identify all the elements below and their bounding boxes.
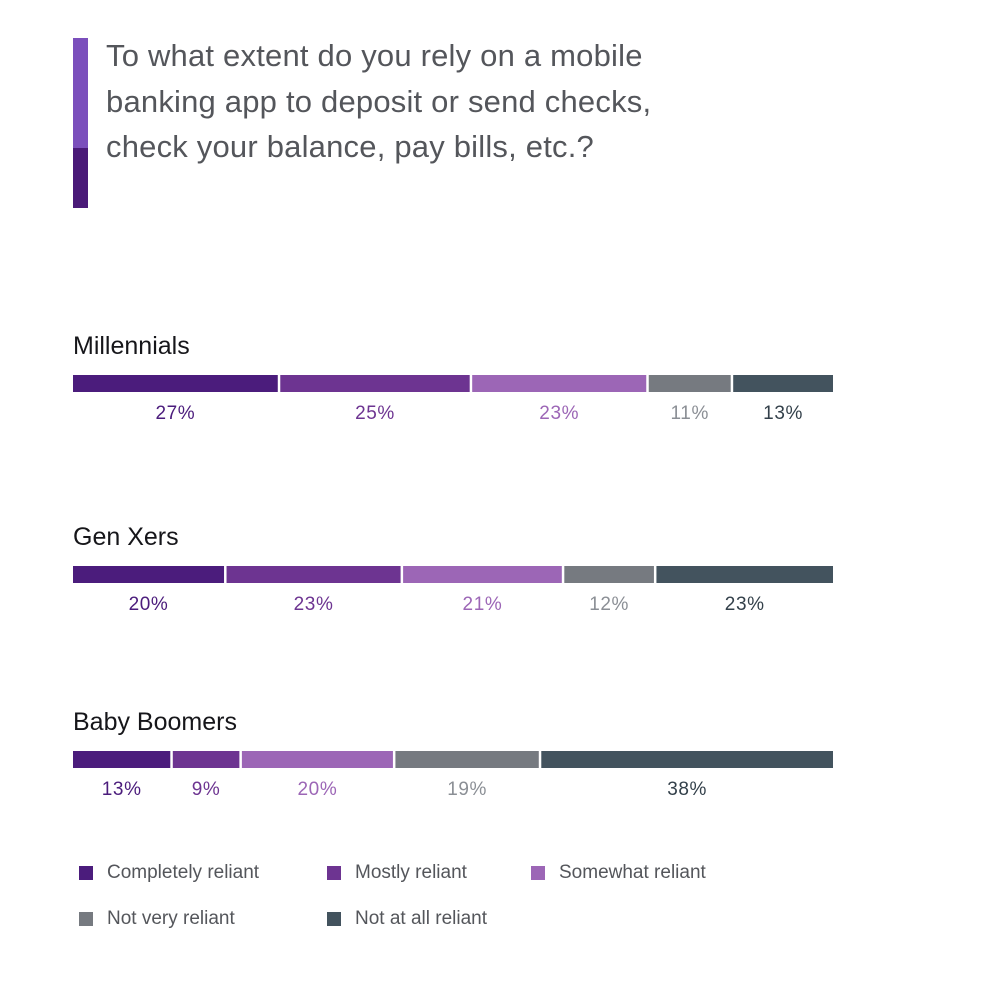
value-label-gen-xers-not-very-reliant: 12% xyxy=(589,594,629,615)
bar-segment-baby-boomers-not-very-reliant xyxy=(395,751,539,768)
bar-segment-gen-xers-completely-reliant xyxy=(73,566,225,583)
bar-segment-baby-boomers-completely-reliant xyxy=(73,751,171,768)
legend-item-not-very-reliant: Not very reliant xyxy=(79,908,235,930)
value-label-millennials-somewhat-reliant: 23% xyxy=(539,403,579,424)
group-label-gen-xers: Gen Xers xyxy=(73,523,179,551)
value-label-baby-boomers-not-at-all-reliant: 38% xyxy=(667,779,707,800)
accent-bar-top xyxy=(73,38,88,148)
legend-label: Somewhat reliant xyxy=(559,862,706,883)
value-label-baby-boomers-completely-reliant: 13% xyxy=(102,779,142,800)
bar-segment-baby-boomers-somewhat-reliant xyxy=(241,751,393,768)
legend-label: Not very reliant xyxy=(107,908,235,929)
value-label-baby-boomers-not-very-reliant: 19% xyxy=(447,779,487,800)
bar-segment-millennials-mostly-reliant xyxy=(280,375,470,392)
legend-label: Completely reliant xyxy=(107,862,260,883)
value-label-gen-xers-somewhat-reliant: 21% xyxy=(463,594,503,615)
title-accent-bar xyxy=(73,38,88,208)
value-label-millennials-mostly-reliant: 25% xyxy=(355,403,395,424)
legend-label: Mostly reliant xyxy=(355,862,467,883)
legend-item-not-at-all-reliant: Not at all reliant xyxy=(327,908,487,930)
chart-title: To what extent do you rely on a mobile b… xyxy=(106,38,652,164)
legend-swatch xyxy=(327,866,341,880)
legend-item-mostly-reliant: Mostly reliant xyxy=(327,862,467,884)
legend-label: Not at all reliant xyxy=(355,908,488,929)
bar-segment-baby-boomers-mostly-reliant xyxy=(172,751,240,768)
value-label-millennials-not-at-all-reliant: 13% xyxy=(763,403,803,424)
bar-segment-gen-xers-not-very-reliant xyxy=(564,566,654,583)
bar-segment-gen-xers-somewhat-reliant xyxy=(403,566,562,583)
bar-segment-gen-xers-not-at-all-reliant xyxy=(656,566,833,583)
bar-segment-millennials-not-at-all-reliant xyxy=(733,375,833,392)
bar-segment-millennials-somewhat-reliant xyxy=(472,375,647,392)
legend-swatch xyxy=(531,866,545,880)
bar-segment-millennials-not-very-reliant xyxy=(648,375,731,392)
group-label-millennials: Millennials xyxy=(73,332,190,360)
bar-segment-baby-boomers-not-at-all-reliant xyxy=(541,751,833,768)
value-label-gen-xers-completely-reliant: 20% xyxy=(129,594,169,615)
legend-swatch xyxy=(79,866,93,880)
value-label-baby-boomers-mostly-reliant: 9% xyxy=(192,779,221,800)
bar-segment-millennials-completely-reliant xyxy=(73,375,278,392)
legend-swatch xyxy=(79,912,93,926)
value-label-gen-xers-not-at-all-reliant: 23% xyxy=(725,594,765,615)
bar-segment-gen-xers-mostly-reliant xyxy=(226,566,401,583)
legend-swatch xyxy=(327,912,341,926)
value-label-baby-boomers-somewhat-reliant: 20% xyxy=(297,779,337,800)
legend-item-somewhat-reliant: Somewhat reliant xyxy=(531,862,706,884)
value-label-millennials-completely-reliant: 27% xyxy=(155,403,195,424)
accent-bar-bottom xyxy=(73,148,88,208)
value-label-millennials-not-very-reliant: 11% xyxy=(671,403,709,424)
value-label-gen-xers-mostly-reliant: 23% xyxy=(294,594,334,615)
legend-item-completely-reliant: Completely reliant xyxy=(79,862,259,884)
group-label-baby-boomers: Baby Boomers xyxy=(73,708,237,736)
